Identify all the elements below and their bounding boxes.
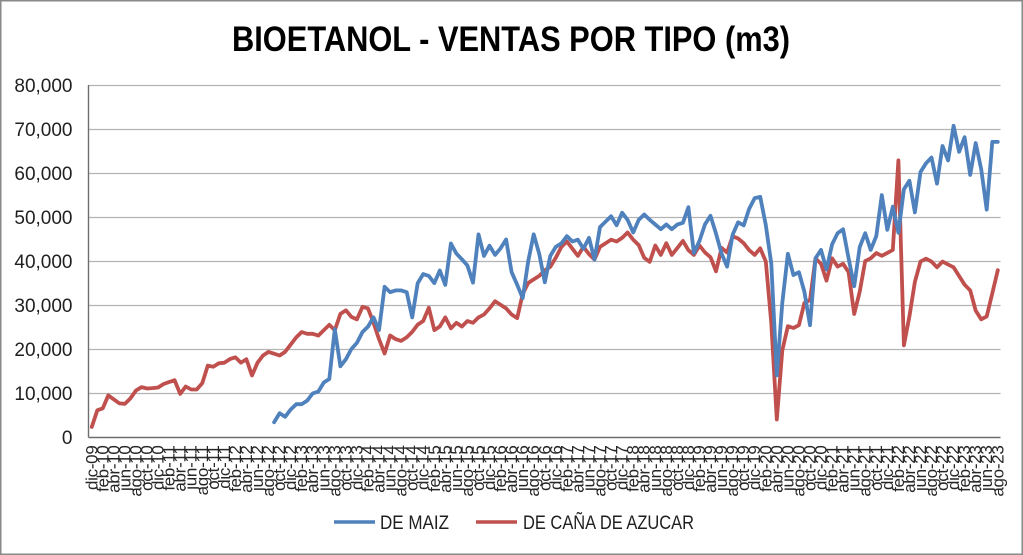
svg-text:ago-22: ago-22: [922, 446, 941, 497]
svg-text:feb-18: feb-18: [624, 446, 643, 492]
svg-text:feb-11: feb-11: [160, 446, 179, 491]
svg-text:jun-15: jun-15: [447, 446, 466, 492]
svg-text:abr-10: abr-10: [104, 446, 123, 493]
svg-text:dic-13: dic-13: [347, 446, 366, 491]
svg-text:oct-16: oct-16: [535, 446, 554, 491]
svg-text:jun-12: jun-12: [248, 446, 267, 492]
svg-text:ago-11: ago-11: [193, 446, 212, 496]
svg-text:jun-10: jun-10: [115, 446, 134, 492]
svg-text:ago-17: ago-17: [591, 446, 610, 497]
svg-text:ago-20: ago-20: [789, 446, 808, 497]
svg-text:feb-14: feb-14: [359, 446, 378, 492]
svg-text:oct-18: oct-18: [668, 446, 687, 491]
svg-text:30,000: 30,000: [14, 296, 72, 317]
svg-text:abr-23: abr-23: [966, 446, 985, 493]
svg-text:80,000: 80,000: [14, 76, 72, 97]
svg-text:10,000: 10,000: [14, 384, 72, 405]
svg-text:abr-19: abr-19: [701, 446, 720, 493]
svg-text:abr-14: abr-14: [370, 446, 389, 493]
svg-text:feb-21: feb-21: [823, 446, 842, 492]
svg-text:oct-14: oct-14: [403, 446, 422, 491]
svg-text:oct-12: oct-12: [270, 446, 289, 491]
svg-text:oct-13: oct-13: [336, 446, 355, 491]
svg-text:feb-13: feb-13: [292, 446, 311, 492]
svg-text:ago-15: ago-15: [458, 446, 477, 497]
svg-text:abr-18: abr-18: [635, 446, 654, 493]
svg-text:dic-16: dic-16: [546, 446, 565, 491]
svg-text:abr-22: abr-22: [900, 446, 919, 493]
svg-text:abr-12: abr-12: [237, 446, 256, 493]
svg-text:feb-23: feb-23: [955, 446, 974, 492]
svg-text:oct-22: oct-22: [933, 446, 952, 491]
svg-text:dic-11: dic-11: [215, 446, 234, 489]
svg-text:ago-13: ago-13: [325, 446, 344, 497]
svg-text:ago-23: ago-23: [988, 446, 1007, 497]
svg-text:DE CAÑA DE AZUCAR: DE CAÑA DE AZUCAR: [523, 512, 694, 534]
svg-text:dic-12: dic-12: [281, 446, 300, 491]
svg-text:jun-21: jun-21: [845, 446, 864, 492]
svg-text:feb-15: feb-15: [425, 446, 444, 492]
svg-text:40,000: 40,000: [14, 252, 72, 273]
svg-text:DE MAIZ: DE MAIZ: [380, 513, 449, 534]
svg-text:jun-19: jun-19: [712, 446, 731, 492]
svg-text:jun-11: jun-11: [182, 446, 201, 491]
svg-text:abr-13: abr-13: [303, 446, 322, 493]
svg-text:jun-17: jun-17: [580, 446, 599, 492]
svg-text:ago-12: ago-12: [259, 446, 278, 497]
svg-text:60,000: 60,000: [14, 164, 72, 185]
svg-text:jun-18: jun-18: [646, 446, 665, 492]
svg-text:abr-16: abr-16: [502, 446, 521, 493]
svg-text:jun-16: jun-16: [513, 446, 532, 492]
svg-text:oct-20: oct-20: [801, 446, 820, 491]
svg-text:feb-16: feb-16: [491, 446, 510, 492]
svg-text:feb-22: feb-22: [889, 446, 908, 492]
svg-text:oct-21: oct-21: [867, 446, 886, 491]
svg-text:dic-09: dic-09: [82, 446, 101, 491]
svg-text:abr-21: abr-21: [834, 446, 853, 493]
svg-text:abr-11: abr-11: [171, 446, 190, 492]
svg-text:oct-10: oct-10: [138, 446, 157, 491]
svg-text:ago-21: ago-21: [856, 446, 875, 497]
svg-text:jun-14: jun-14: [381, 446, 400, 492]
svg-text:oct-17: oct-17: [602, 446, 621, 491]
svg-text:dic-21: dic-21: [878, 446, 897, 491]
svg-text:feb-12: feb-12: [226, 446, 245, 492]
svg-text:BIOETANOL - VENTAS POR TIPO (m: BIOETANOL - VENTAS POR TIPO (m3): [232, 20, 790, 59]
svg-text:70,000: 70,000: [14, 120, 72, 141]
svg-text:feb-10: feb-10: [93, 446, 112, 492]
svg-text:oct-11: oct-11: [204, 446, 223, 490]
svg-text:jun-13: jun-13: [314, 446, 333, 492]
svg-text:abr-17: abr-17: [568, 446, 587, 493]
svg-text:ago-16: ago-16: [524, 446, 543, 497]
svg-text:dic-10: dic-10: [149, 446, 168, 491]
svg-text:dic-20: dic-20: [812, 446, 831, 491]
svg-text:oct-15: oct-15: [469, 446, 488, 491]
svg-text:oct-19: oct-19: [734, 446, 753, 491]
svg-text:feb-20: feb-20: [756, 446, 775, 492]
svg-text:50,000: 50,000: [14, 208, 72, 229]
svg-text:dic-14: dic-14: [414, 446, 433, 491]
svg-text:abr-20: abr-20: [767, 446, 786, 493]
svg-text:jun-20: jun-20: [778, 446, 797, 492]
svg-text:20,000: 20,000: [14, 340, 72, 361]
svg-text:abr-15: abr-15: [436, 446, 455, 493]
svg-text:dic-15: dic-15: [480, 446, 499, 491]
svg-text:ago-10: ago-10: [127, 446, 146, 497]
svg-text:0: 0: [62, 428, 73, 449]
svg-text:jun-22: jun-22: [911, 446, 930, 492]
svg-text:dic-22: dic-22: [944, 446, 963, 491]
svg-text:dic-19: dic-19: [745, 446, 764, 491]
svg-text:ago-14: ago-14: [392, 446, 411, 497]
svg-text:ago-18: ago-18: [657, 446, 676, 497]
svg-text:feb-19: feb-19: [690, 446, 709, 492]
svg-text:jun-23: jun-23: [977, 446, 996, 492]
svg-text:dic-17: dic-17: [613, 446, 632, 491]
svg-text:feb-17: feb-17: [557, 446, 576, 492]
svg-text:ago-19: ago-19: [723, 446, 742, 497]
svg-text:dic-18: dic-18: [679, 446, 698, 491]
